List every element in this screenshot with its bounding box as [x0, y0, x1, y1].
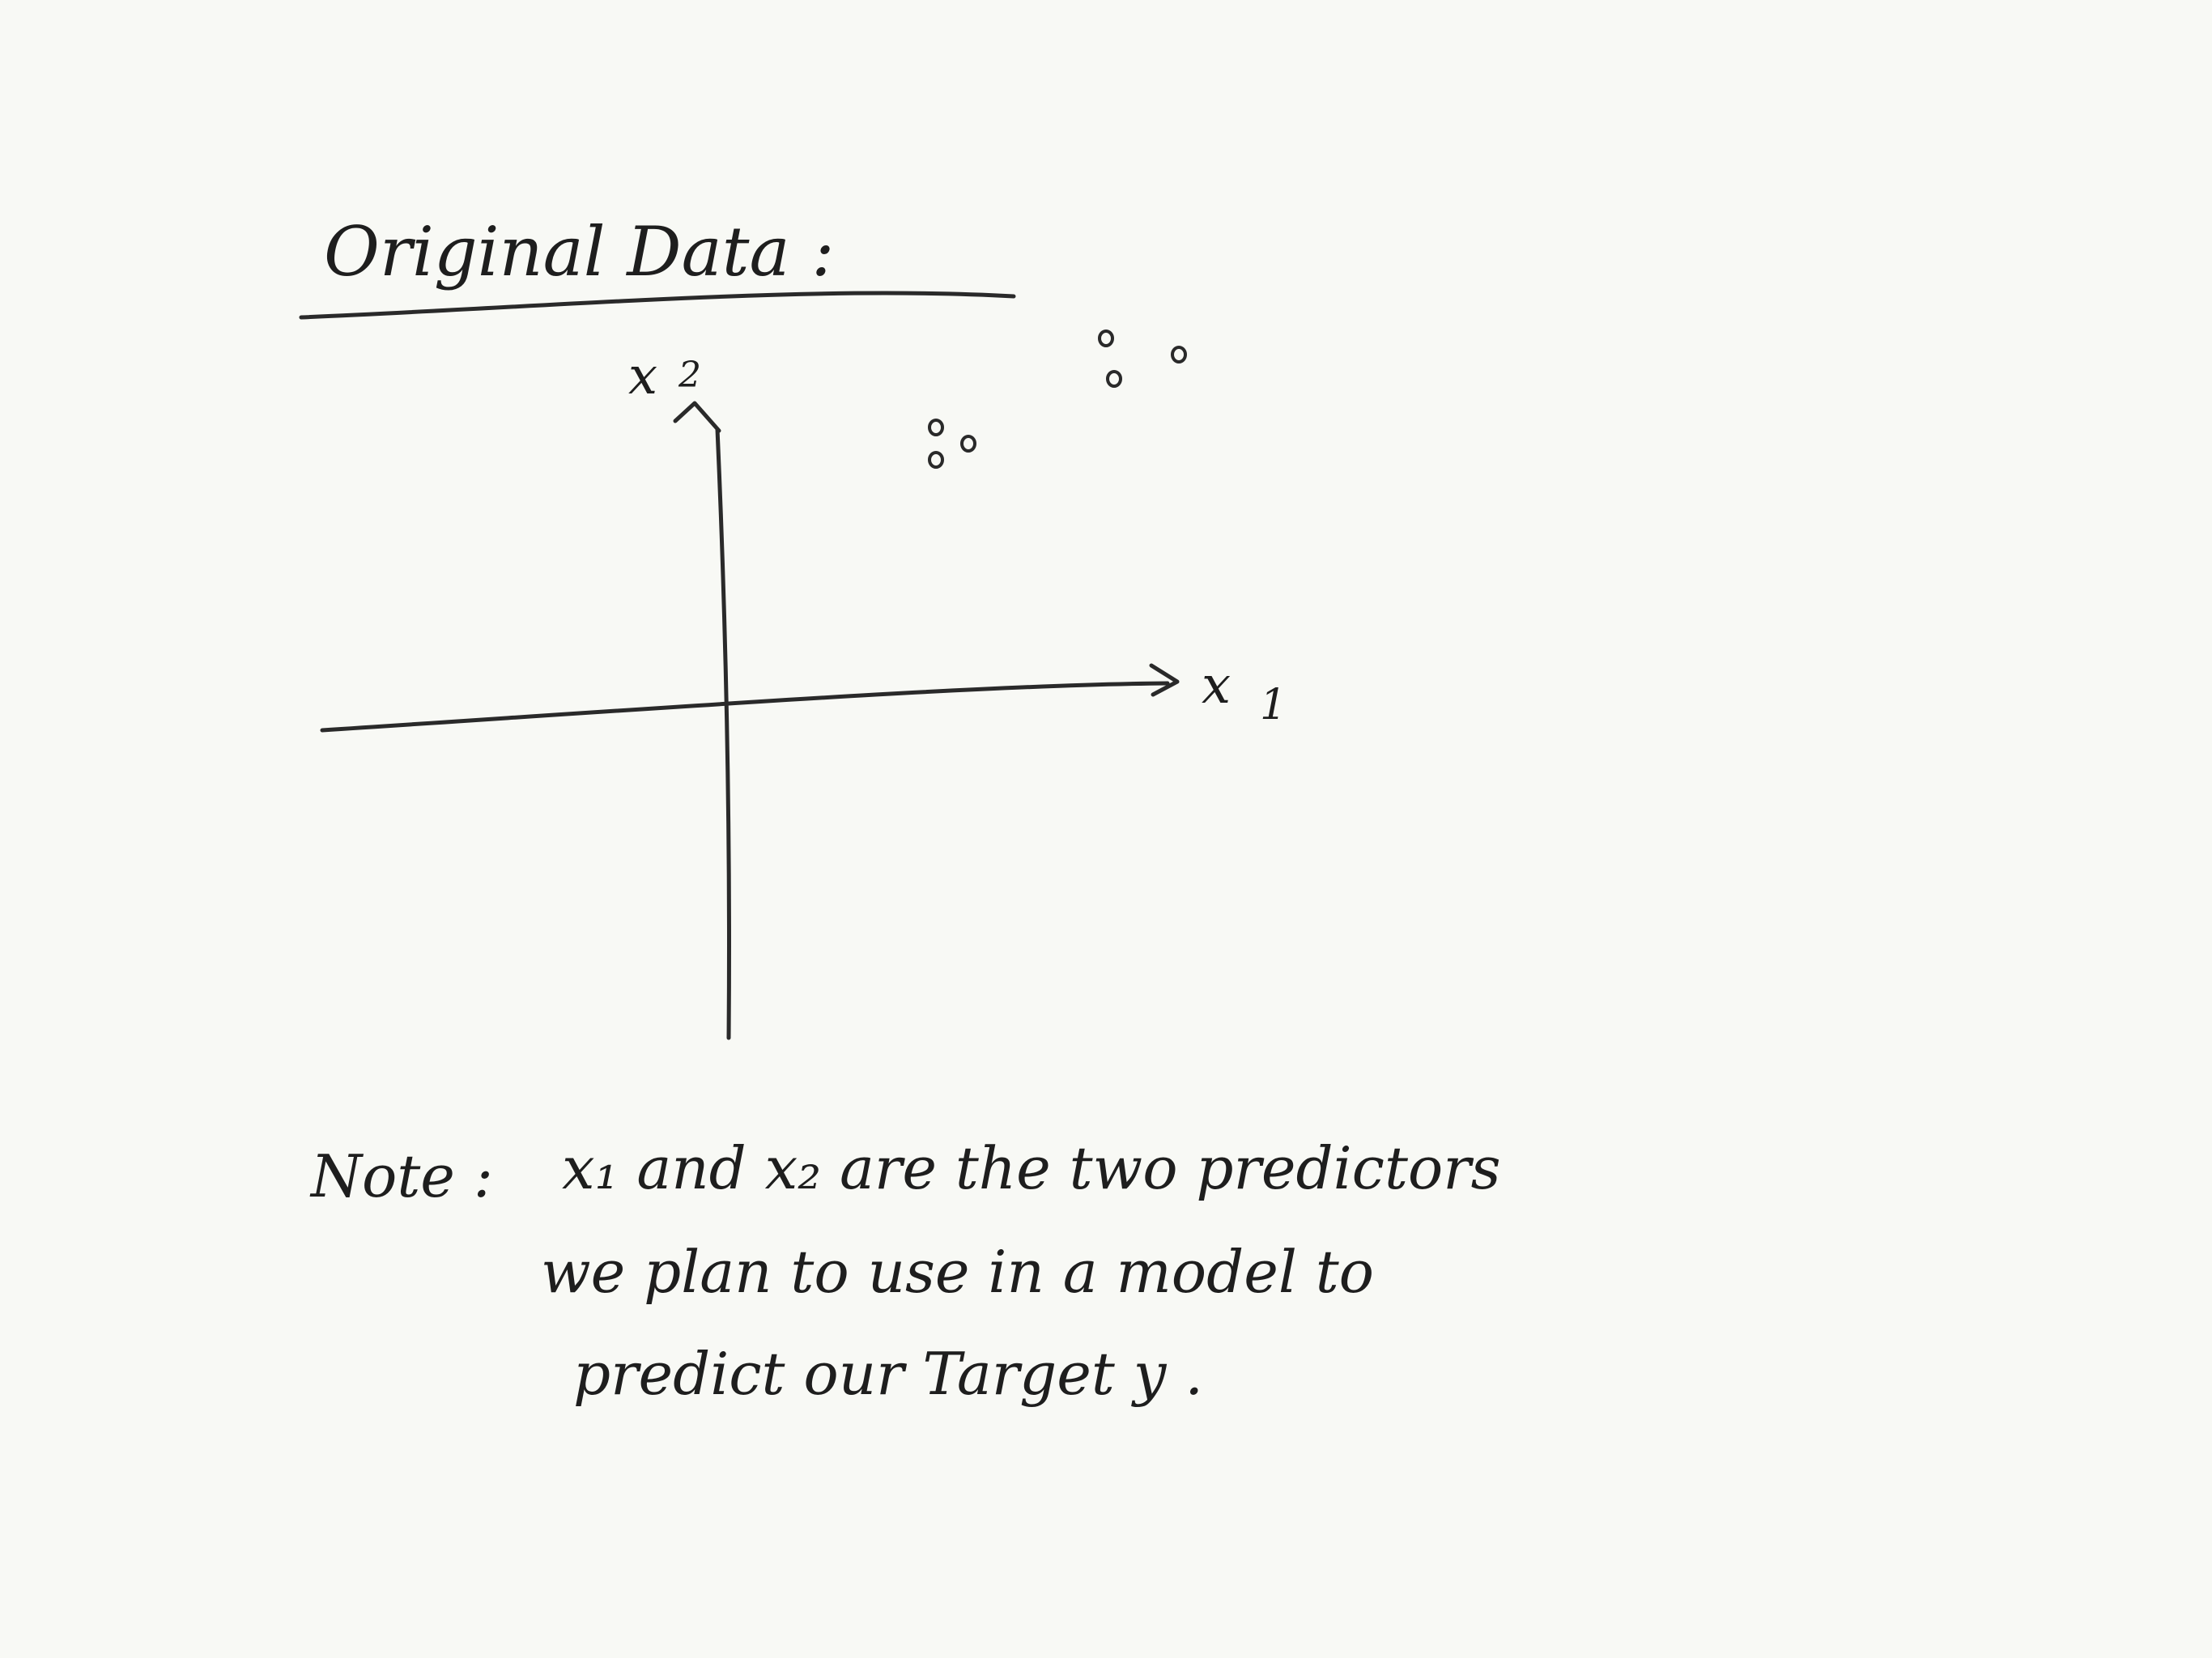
y-axis-line [715, 427, 731, 1040]
y-axis-label-subscript: 2 [678, 355, 701, 396]
data-point [960, 435, 976, 453]
title-underline [299, 291, 1016, 320]
data-point [928, 419, 944, 436]
data-point [928, 451, 944, 469]
x-axis-label: x 1 [1202, 656, 1287, 729]
x-axis-arrowhead [1149, 663, 1180, 697]
note-line-2: we plan to use in a model to [541, 1238, 1374, 1306]
note-line-1: x₁ and x₂ are the two predictors [562, 1134, 1501, 1202]
x-axis-label-main: x [1202, 656, 1231, 716]
note: Note : x₁ and x₂ are the two predictors … [309, 1134, 1501, 1408]
data-points [928, 329, 1187, 469]
x-axis-label-subscript: 1 [1260, 681, 1287, 729]
y-axis-label: x 2 [628, 346, 701, 406]
page-title: Original Data : [324, 212, 835, 291]
note-line-3: predict our Target y . [573, 1340, 1203, 1408]
data-point [1171, 346, 1187, 363]
y-axis-label-main: x [628, 346, 657, 406]
data-point [1098, 329, 1114, 347]
note-prefix: Note : [309, 1142, 493, 1210]
data-point [1106, 370, 1122, 388]
axes [320, 401, 1180, 1040]
x-axis-line [320, 681, 1170, 733]
y-axis-arrowhead [673, 401, 721, 433]
